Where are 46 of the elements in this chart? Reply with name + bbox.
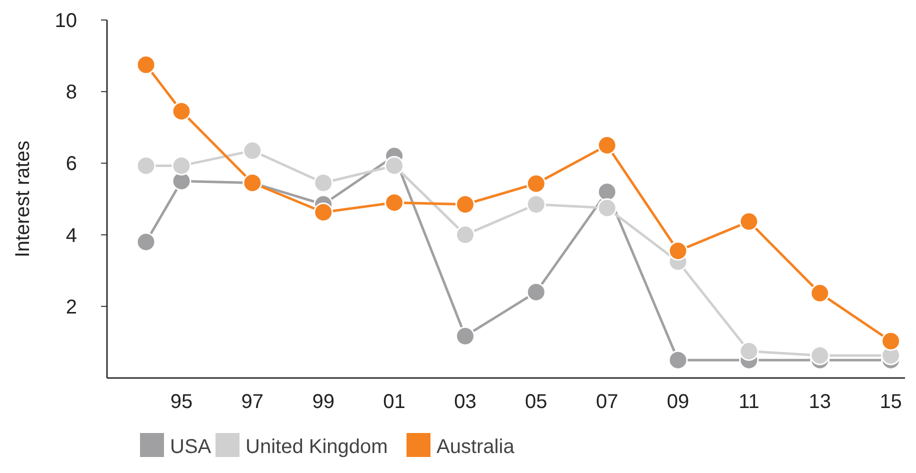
point bbox=[881, 331, 901, 351]
point bbox=[668, 241, 688, 261]
point bbox=[172, 156, 192, 176]
legend-label: USA bbox=[170, 436, 212, 458]
legend-label: United Kingdom bbox=[246, 436, 388, 458]
point bbox=[172, 102, 192, 122]
point bbox=[526, 282, 546, 302]
y-tick-label: 8 bbox=[66, 82, 77, 104]
point bbox=[597, 198, 617, 218]
point bbox=[668, 350, 688, 370]
point bbox=[384, 156, 404, 176]
x-tick-label: 97 bbox=[241, 391, 264, 413]
x-tick-label: 99 bbox=[312, 391, 334, 413]
x-tick-label: 01 bbox=[383, 391, 406, 413]
point bbox=[455, 194, 475, 214]
y-tick-label: 2 bbox=[66, 296, 77, 318]
point bbox=[597, 136, 617, 156]
point bbox=[136, 55, 156, 74]
y-tick-label: 6 bbox=[66, 153, 77, 176]
point bbox=[526, 174, 546, 194]
point bbox=[384, 192, 404, 212]
y-axis-title: Interest rates bbox=[12, 140, 34, 258]
y-tick-label: 4 bbox=[66, 224, 77, 247]
x-tick-label: 03 bbox=[454, 391, 476, 413]
x-tick-label: 11 bbox=[738, 391, 760, 413]
point bbox=[455, 225, 475, 245]
point bbox=[455, 326, 475, 346]
point bbox=[810, 346, 830, 366]
x-tick-label: 13 bbox=[808, 391, 832, 413]
point bbox=[136, 156, 156, 176]
point bbox=[739, 341, 759, 361]
point bbox=[314, 173, 334, 193]
x-tick-label: 95 bbox=[170, 391, 193, 413]
point bbox=[526, 194, 546, 214]
legend-label: Australia bbox=[436, 436, 516, 458]
point bbox=[242, 140, 262, 160]
point bbox=[739, 212, 759, 232]
point bbox=[597, 182, 617, 202]
y-tick-label: 10 bbox=[54, 10, 77, 32]
point bbox=[136, 232, 156, 252]
x-tick-label: 05 bbox=[525, 391, 548, 413]
x-tick-label: 15 bbox=[880, 391, 902, 413]
point bbox=[314, 202, 334, 222]
x-tick-label: 09 bbox=[666, 391, 690, 413]
point bbox=[810, 283, 830, 303]
x-tick-label: 07 bbox=[596, 391, 618, 413]
